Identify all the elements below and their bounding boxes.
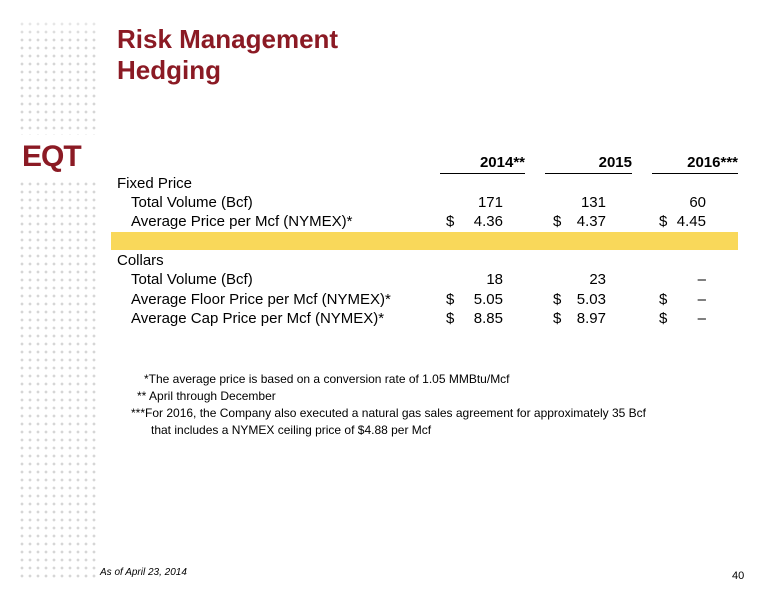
eqt-logo: EQT xyxy=(22,140,82,173)
footnote-april-december: ** April through December xyxy=(137,389,276,403)
collars-total-volume-2016: – xyxy=(697,271,706,288)
dot-pattern-decoration xyxy=(18,20,98,580)
collars-cap-price-2016: – xyxy=(697,310,706,327)
fixed-total-volume-2014: 171 xyxy=(477,194,503,211)
footnote-2016-agreement: ***For 2016, the Company also executed a… xyxy=(131,406,646,420)
section-label-collars: Collars xyxy=(117,252,164,269)
page-title: Risk Management Hedging xyxy=(117,24,338,86)
fixed-average-price-2015-currency: $ xyxy=(553,213,562,230)
dot-pattern-fade xyxy=(0,0,110,40)
fixed-average-price-2016-currency: $ xyxy=(659,213,668,230)
fixed-total-volume-2015: 131 xyxy=(580,194,606,211)
row-label-collars-total-volume: Total Volume (Bcf) xyxy=(131,271,253,288)
fixed-average-price-2016: 4.45 xyxy=(676,213,706,230)
collars-floor-price-2014: 5.05 xyxy=(473,291,503,308)
fixed-total-volume-2016: 60 xyxy=(689,194,706,211)
collars-floor-price-2015-currency: $ xyxy=(553,291,562,308)
row-label-collars-floor-price: Average Floor Price per Mcf (NYMEX)* xyxy=(131,291,391,308)
collars-cap-price-2015-currency: $ xyxy=(553,310,562,327)
section-label-fixed-price: Fixed Price xyxy=(117,175,193,192)
fixed-average-price-2015: 4.37 xyxy=(576,213,606,230)
row-label-collars-cap-price: Average Cap Price per Mcf (NYMEX)* xyxy=(131,310,385,327)
title-line-1: Risk Management xyxy=(117,24,339,54)
fixed-average-price-2014: 4.36 xyxy=(473,213,503,230)
collars-cap-price-2014-currency: $ xyxy=(446,310,455,327)
collars-cap-price-2015: 8.97 xyxy=(576,310,606,327)
collars-cap-price-2014: 8.85 xyxy=(473,310,503,327)
column-header-2016: 2016*** xyxy=(652,154,738,174)
footnote-2016-agreement-continued: that includes a NYMEX ceiling price of $… xyxy=(151,423,432,437)
title-line-2: Hedging xyxy=(117,55,221,85)
column-header-2014: 2014** xyxy=(440,154,525,174)
logo-background xyxy=(10,135,100,180)
collars-cap-price-2016-currency: $ xyxy=(659,310,668,327)
page-number: 40 xyxy=(732,570,745,582)
column-header-2015: 2015 xyxy=(545,154,632,174)
as-of-date: As of April 23, 2014 xyxy=(100,567,187,578)
fixed-average-price-2014-currency: $ xyxy=(446,213,455,230)
collars-floor-price-2016-currency: $ xyxy=(659,291,668,308)
row-label-fixed-total-volume: Total Volume (Bcf) xyxy=(131,194,253,211)
collars-total-volume-2015: 23 xyxy=(589,271,606,288)
collars-floor-price-2015: 5.03 xyxy=(576,291,606,308)
collars-total-volume-2014: 18 xyxy=(486,271,503,288)
collars-floor-price-2014-currency: $ xyxy=(446,291,455,308)
footnote-conversion-rate: *The average price is based on a convers… xyxy=(144,372,510,386)
collars-floor-price-2016: – xyxy=(697,291,706,308)
highlight-separator-band xyxy=(111,232,738,250)
row-label-fixed-average-price: Average Price per Mcf (NYMEX)* xyxy=(131,213,353,230)
